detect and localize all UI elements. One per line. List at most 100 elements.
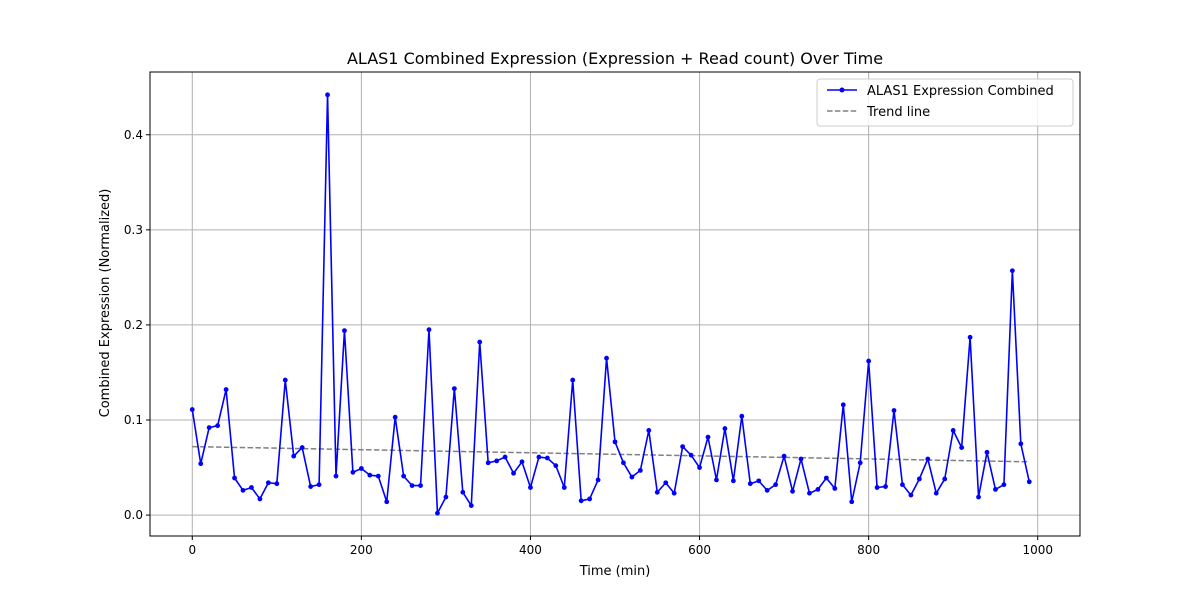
data-point [621, 460, 626, 466]
data-point [798, 456, 804, 462]
data-point [240, 487, 246, 493]
grid [150, 72, 1080, 536]
data-point [587, 496, 593, 502]
data-point [823, 475, 829, 481]
data-point [595, 477, 601, 483]
data-point [443, 494, 449, 500]
y-axis-label: Combined Expression (Normalized) [98, 189, 113, 418]
data-point [291, 453, 297, 459]
x-tick-label: 600 [688, 543, 711, 557]
data-point [874, 485, 880, 490]
data-point [333, 473, 339, 479]
data-point [654, 489, 660, 495]
data-point [933, 490, 939, 496]
x-tick-label: 800 [857, 543, 880, 557]
data-point [232, 475, 237, 481]
series-layer [189, 92, 1032, 516]
data-point [840, 402, 846, 408]
data-point [325, 92, 330, 98]
data-point [257, 496, 263, 502]
data-point [925, 456, 931, 462]
data-point [223, 387, 229, 392]
data-point [747, 481, 753, 487]
series-line-alas1 [191, 94, 1031, 514]
data-point [198, 461, 204, 467]
data-point [950, 428, 956, 433]
data-point [494, 458, 500, 464]
data-point [401, 473, 407, 479]
data-point [976, 494, 981, 500]
data-point [189, 407, 195, 412]
data-point [849, 499, 855, 505]
data-point [688, 452, 694, 458]
data-point [680, 444, 686, 450]
legend-label-series: ALAS1 Expression Combined [867, 84, 1054, 99]
x-tick-label: 200 [350, 543, 373, 557]
data-point [671, 490, 677, 496]
data-point [316, 482, 322, 488]
x-axis-label: Time (min) [579, 564, 651, 579]
data-point [308, 484, 314, 489]
data-point [206, 425, 212, 431]
data-point [561, 485, 567, 490]
data-point [756, 478, 762, 484]
data-point [815, 487, 821, 492]
x-tick-label: 400 [519, 543, 542, 557]
legend-box [816, 78, 1074, 127]
data-point [435, 510, 440, 516]
data-point [637, 467, 643, 473]
data-point [722, 426, 728, 431]
data-point [460, 489, 466, 495]
data-point [866, 358, 872, 364]
data-point [392, 414, 398, 420]
legend: ALAS1 Expression Combined Trend line [816, 78, 1074, 127]
data-point [714, 477, 719, 483]
data-point [282, 377, 288, 383]
data-point [1018, 441, 1024, 447]
data-point [544, 455, 550, 461]
data-point [418, 483, 423, 489]
data-point [451, 386, 457, 392]
plot-frame [149, 71, 1081, 537]
x-axis-ticks: 0 200 400 600 800 1000 [188, 536, 1053, 557]
data-point [993, 487, 998, 492]
data-point [967, 334, 973, 340]
data-point [697, 465, 702, 470]
legend-marker-series [839, 87, 845, 93]
data-point [900, 482, 905, 488]
data-point [916, 476, 922, 482]
data-point [511, 470, 516, 476]
data-point [908, 492, 914, 498]
chart-title: ALAS1 Combined Expression (Expression + … [347, 49, 883, 68]
data-point [274, 481, 280, 487]
data-point [570, 377, 576, 383]
data-point [883, 484, 888, 489]
data-point [857, 460, 863, 466]
data-point [612, 439, 618, 445]
data-point [375, 473, 381, 479]
legend-label-trend: Trend line [866, 105, 930, 120]
data-point [604, 355, 609, 361]
data-point [477, 339, 483, 345]
data-point [984, 449, 990, 455]
data-point [358, 466, 364, 471]
data-point [832, 486, 838, 491]
data-point [342, 328, 347, 334]
trend-layer [192, 445, 1030, 463]
y-tick-label: 0.2 [124, 318, 143, 332]
data-point [663, 480, 669, 486]
data-point [1009, 268, 1015, 274]
y-tick-label: 0.4 [124, 128, 143, 142]
data-point [790, 488, 795, 494]
data-point [646, 428, 652, 433]
data-point [942, 476, 948, 482]
data-point [299, 445, 305, 450]
y-tick-label: 0.0 [124, 508, 143, 522]
data-point [426, 327, 432, 333]
x-tick-label: 0 [188, 543, 196, 557]
y-axis-ticks: 0.0 0.1 0.2 0.3 0.4 [124, 128, 150, 522]
data-point [519, 459, 525, 465]
data-point [807, 490, 812, 496]
x-tick-label: 1000 [1022, 543, 1053, 557]
data-point [773, 482, 779, 488]
